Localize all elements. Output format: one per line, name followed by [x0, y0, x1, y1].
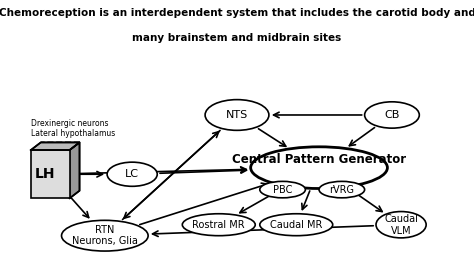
- Text: NTS: NTS: [226, 110, 248, 120]
- Text: Chemoreception is an interdependent system that includes the carotid body and: Chemoreception is an interdependent syst…: [0, 8, 474, 18]
- Text: RTN
Neurons, Glia: RTN Neurons, Glia: [72, 225, 138, 247]
- Polygon shape: [70, 143, 80, 198]
- Text: PBC: PBC: [273, 185, 292, 195]
- Ellipse shape: [319, 181, 365, 198]
- FancyBboxPatch shape: [31, 150, 70, 198]
- Text: LH: LH: [35, 167, 55, 181]
- Circle shape: [107, 162, 157, 186]
- Polygon shape: [31, 143, 80, 150]
- Text: Rostral MR: Rostral MR: [192, 220, 245, 230]
- Text: Caudal
VLM: Caudal VLM: [384, 214, 418, 236]
- Text: Caudal MR: Caudal MR: [270, 220, 322, 230]
- Text: many brainstem and midbrain sites: many brainstem and midbrain sites: [132, 33, 342, 43]
- Circle shape: [205, 100, 269, 130]
- Circle shape: [365, 102, 419, 128]
- Text: rVRG: rVRG: [329, 185, 355, 195]
- Text: Central Pattern Generator: Central Pattern Generator: [232, 153, 406, 167]
- Ellipse shape: [376, 212, 426, 238]
- Ellipse shape: [251, 147, 387, 188]
- Ellipse shape: [260, 181, 305, 198]
- Text: CB: CB: [384, 110, 400, 120]
- Ellipse shape: [260, 214, 333, 236]
- Text: LC: LC: [125, 169, 139, 179]
- Ellipse shape: [62, 220, 148, 251]
- Ellipse shape: [182, 214, 255, 236]
- Text: Drexinergic neurons
Lateral hypothalamus: Drexinergic neurons Lateral hypothalamus: [31, 119, 115, 138]
